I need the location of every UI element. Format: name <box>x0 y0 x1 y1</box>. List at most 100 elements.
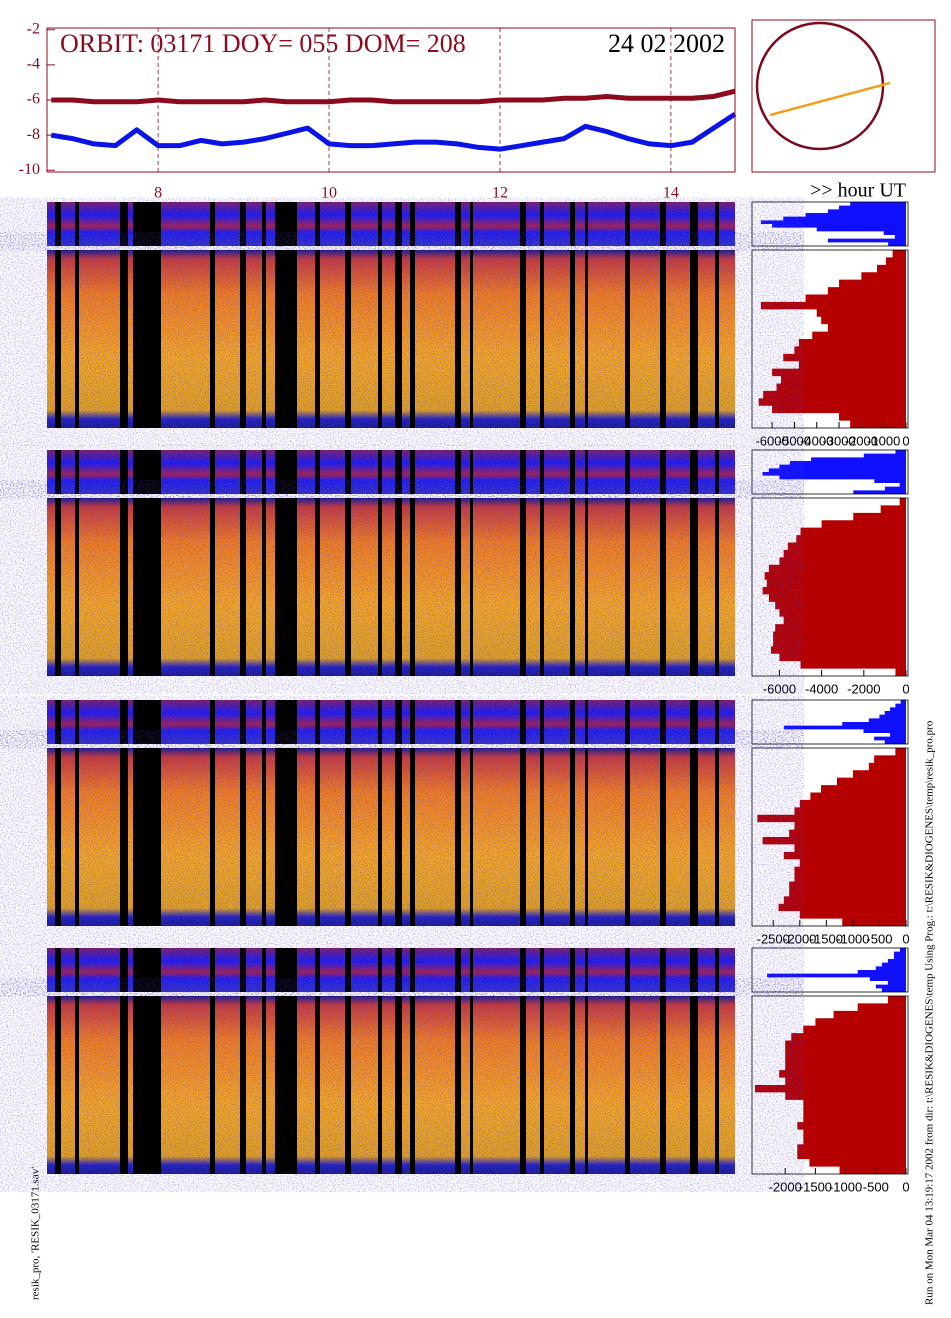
profile-frame <box>751 947 909 993</box>
x-tick-label: -2000 <box>847 681 880 696</box>
data-gap <box>660 748 666 926</box>
data-gap <box>120 748 128 926</box>
data-gap <box>210 996 215 1174</box>
data-gap <box>378 948 382 992</box>
data-gap <box>625 450 630 494</box>
data-gap <box>690 250 698 428</box>
data-gap <box>315 498 320 676</box>
data-gap <box>395 700 402 744</box>
data-gap <box>715 250 719 428</box>
data-gap <box>75 202 79 246</box>
data-gap <box>275 450 297 494</box>
data-gap <box>345 202 351 246</box>
data-gap <box>585 700 588 744</box>
data-gap <box>410 250 415 428</box>
data-gap <box>345 450 351 494</box>
x-tick-label: -2000 <box>769 1179 802 1194</box>
profile-frame <box>751 747 909 927</box>
profile-frame <box>751 497 909 677</box>
data-gap <box>120 450 128 494</box>
x-tick-label: 10 <box>321 185 337 202</box>
orbit-track <box>769 81 891 117</box>
x-tick-label: -6000 <box>763 681 796 696</box>
x-tick-label: 8 <box>154 185 162 202</box>
data-gap <box>262 250 266 428</box>
data-gap <box>570 202 575 246</box>
data-gap <box>262 450 266 494</box>
data-gap <box>210 748 215 926</box>
data-gap <box>520 748 526 926</box>
data-gap <box>133 996 161 1174</box>
profile-frame <box>751 249 909 429</box>
data-gap <box>690 996 698 1174</box>
y-tick-label: -10 <box>19 161 40 178</box>
y-tick-label: -4 <box>27 56 40 73</box>
data-gap <box>262 700 266 744</box>
data-gap <box>210 498 215 676</box>
data-gap <box>410 700 415 744</box>
data-gap <box>455 202 461 246</box>
spectrogram-noise <box>47 748 735 926</box>
data-gap <box>410 948 415 992</box>
spectrogram-noise <box>47 202 735 246</box>
x-tick-label: -1000 <box>867 433 900 448</box>
spectrogram-noise <box>47 996 735 1174</box>
data-gap <box>540 250 544 428</box>
data-gap <box>395 948 402 992</box>
data-gap <box>120 498 128 676</box>
data-gap <box>520 948 526 992</box>
data-gap <box>345 250 351 428</box>
data-gap <box>133 498 161 676</box>
data-gap <box>585 748 588 926</box>
data-gap <box>275 996 297 1174</box>
profile-frame <box>751 699 909 745</box>
profile-area <box>783 700 906 744</box>
data-gap <box>55 948 61 992</box>
data-gap <box>315 996 320 1174</box>
data-gap <box>520 498 526 676</box>
data-gap <box>410 498 415 676</box>
spectrogram-noise <box>47 250 735 428</box>
data-gap <box>378 498 382 676</box>
data-gap <box>395 498 402 676</box>
data-gap <box>133 250 161 428</box>
data-gap <box>133 748 161 926</box>
data-gap <box>520 202 526 246</box>
data-gap <box>240 450 246 494</box>
data-gap <box>455 700 461 744</box>
profile-area <box>762 498 906 676</box>
data-gap <box>455 450 461 494</box>
orbit-panel <box>751 19 936 173</box>
data-gap <box>585 498 588 676</box>
data-gap <box>715 996 719 1174</box>
data-gap <box>470 450 473 494</box>
data-gap <box>210 250 215 428</box>
data-gap <box>240 748 246 926</box>
data-gap <box>210 948 215 992</box>
data-gap <box>585 250 588 428</box>
data-gap <box>240 996 246 1174</box>
data-gap <box>120 948 128 992</box>
x-tick-label: -4000 <box>805 681 838 696</box>
profile-area <box>760 202 906 246</box>
profile-area <box>757 748 906 926</box>
data-gap <box>715 202 719 246</box>
data-gap <box>55 250 61 428</box>
data-gap <box>410 202 415 246</box>
data-gap <box>410 996 415 1174</box>
x-tick-label: -6000 <box>755 433 788 448</box>
data-gap <box>520 996 526 1174</box>
x-tick-label: 12 <box>492 185 508 202</box>
data-gap <box>395 250 402 428</box>
data-gap <box>275 700 297 744</box>
profile-area <box>767 948 906 992</box>
data-gap <box>75 700 79 744</box>
data-gap <box>660 250 666 428</box>
data-gap <box>378 202 382 246</box>
data-gap <box>455 948 461 992</box>
x-axis-label: >> hour UT <box>810 180 906 202</box>
data-gap <box>540 748 544 926</box>
x-tick-label: -1000 <box>836 931 869 946</box>
data-gap <box>75 450 79 494</box>
data-gap <box>345 700 351 744</box>
